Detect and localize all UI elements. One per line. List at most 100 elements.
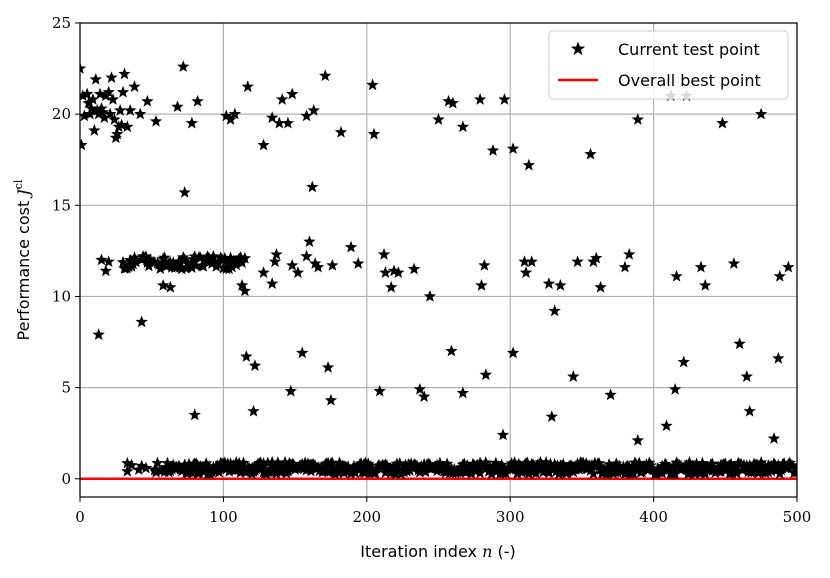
data-point	[238, 251, 252, 264]
x-tick-label: 100	[209, 508, 238, 526]
data-point	[783, 456, 797, 469]
data-point	[175, 262, 188, 275]
data-point	[224, 113, 237, 125]
data-point	[220, 109, 233, 122]
data-point	[102, 85, 115, 98]
data-point	[324, 393, 338, 406]
data-point	[733, 337, 746, 350]
legend: Current test point Overall best point	[548, 30, 789, 100]
data-point	[380, 459, 394, 471]
data-point	[144, 253, 157, 265]
data-point	[88, 124, 101, 136]
data-point	[548, 304, 561, 317]
data-point	[135, 315, 148, 328]
data-point	[257, 266, 270, 279]
x-axis-label-unit: (-)	[497, 542, 515, 561]
data-point	[167, 458, 180, 471]
data-point	[462, 460, 475, 473]
data-point	[108, 113, 121, 125]
data-point	[587, 467, 600, 480]
data-point	[265, 111, 279, 124]
data-point	[319, 69, 332, 82]
data-point	[681, 460, 695, 473]
data-point	[604, 388, 617, 401]
data-point	[189, 259, 203, 272]
data-point	[592, 459, 606, 472]
data-point	[228, 107, 242, 120]
data-point	[716, 116, 729, 129]
data-point	[92, 328, 105, 340]
data-point	[188, 408, 201, 421]
data-point	[83, 107, 97, 120]
data-point	[281, 116, 295, 129]
data-point	[142, 259, 156, 272]
data-point	[352, 257, 365, 269]
data-point	[207, 250, 220, 262]
data-point	[121, 456, 134, 469]
data-point	[149, 114, 163, 127]
data-point	[644, 458, 657, 471]
data-point	[208, 255, 221, 267]
data-point	[105, 71, 118, 83]
data-point	[453, 465, 467, 478]
data-point	[432, 113, 445, 125]
data-point	[410, 460, 424, 473]
data-point	[300, 109, 313, 122]
data-point	[479, 368, 492, 381]
data-point	[124, 253, 137, 266]
data-point	[128, 80, 141, 93]
data-point	[326, 258, 339, 271]
data-point	[197, 259, 210, 272]
plot-frame	[79, 22, 798, 498]
data-point	[167, 256, 180, 269]
points-layer	[80, 60, 797, 480]
data-point	[99, 264, 112, 277]
data-point	[403, 464, 416, 476]
y-tick-label: 5	[61, 379, 71, 397]
data-point	[235, 279, 249, 291]
data-point	[134, 107, 147, 120]
data-point	[367, 127, 381, 140]
data-point	[343, 464, 356, 477]
data-point	[164, 280, 177, 293]
data-point	[96, 105, 110, 118]
data-point	[102, 255, 115, 268]
data-point	[191, 94, 204, 107]
data-point	[308, 459, 322, 472]
data-point	[212, 465, 226, 478]
data-point	[129, 255, 143, 268]
data-point	[93, 87, 107, 100]
y-tick-label: 20	[52, 105, 71, 123]
data-point	[677, 355, 690, 368]
data-point	[171, 100, 184, 113]
y-axis-label-var: J	[14, 188, 33, 199]
data-point	[178, 253, 191, 266]
y-axis-label: Performance cost Jcl	[12, 179, 33, 340]
data-point	[366, 78, 379, 91]
data-point	[782, 260, 795, 273]
data-point	[286, 258, 299, 271]
data-point	[80, 87, 94, 100]
x-tick-label: 300	[496, 508, 525, 526]
data-point	[268, 255, 282, 268]
data-point	[512, 457, 525, 470]
data-point	[98, 111, 111, 124]
data-point	[767, 432, 781, 444]
data-point	[473, 466, 487, 479]
data-point	[185, 466, 199, 478]
data-point	[767, 456, 781, 469]
data-point	[352, 462, 365, 475]
data-point	[750, 460, 764, 472]
data-point	[95, 102, 108, 114]
legend-star-marker	[570, 41, 586, 56]
data-point	[235, 461, 249, 473]
data-point	[257, 138, 270, 151]
data-point	[347, 459, 361, 472]
data-point	[683, 456, 696, 468]
data-point	[445, 344, 458, 357]
x-axis-label: Iteration index n (-)	[360, 542, 516, 561]
data-point	[522, 467, 536, 480]
data-point	[238, 284, 252, 297]
data-point	[498, 93, 511, 105]
data-point	[631, 113, 645, 125]
